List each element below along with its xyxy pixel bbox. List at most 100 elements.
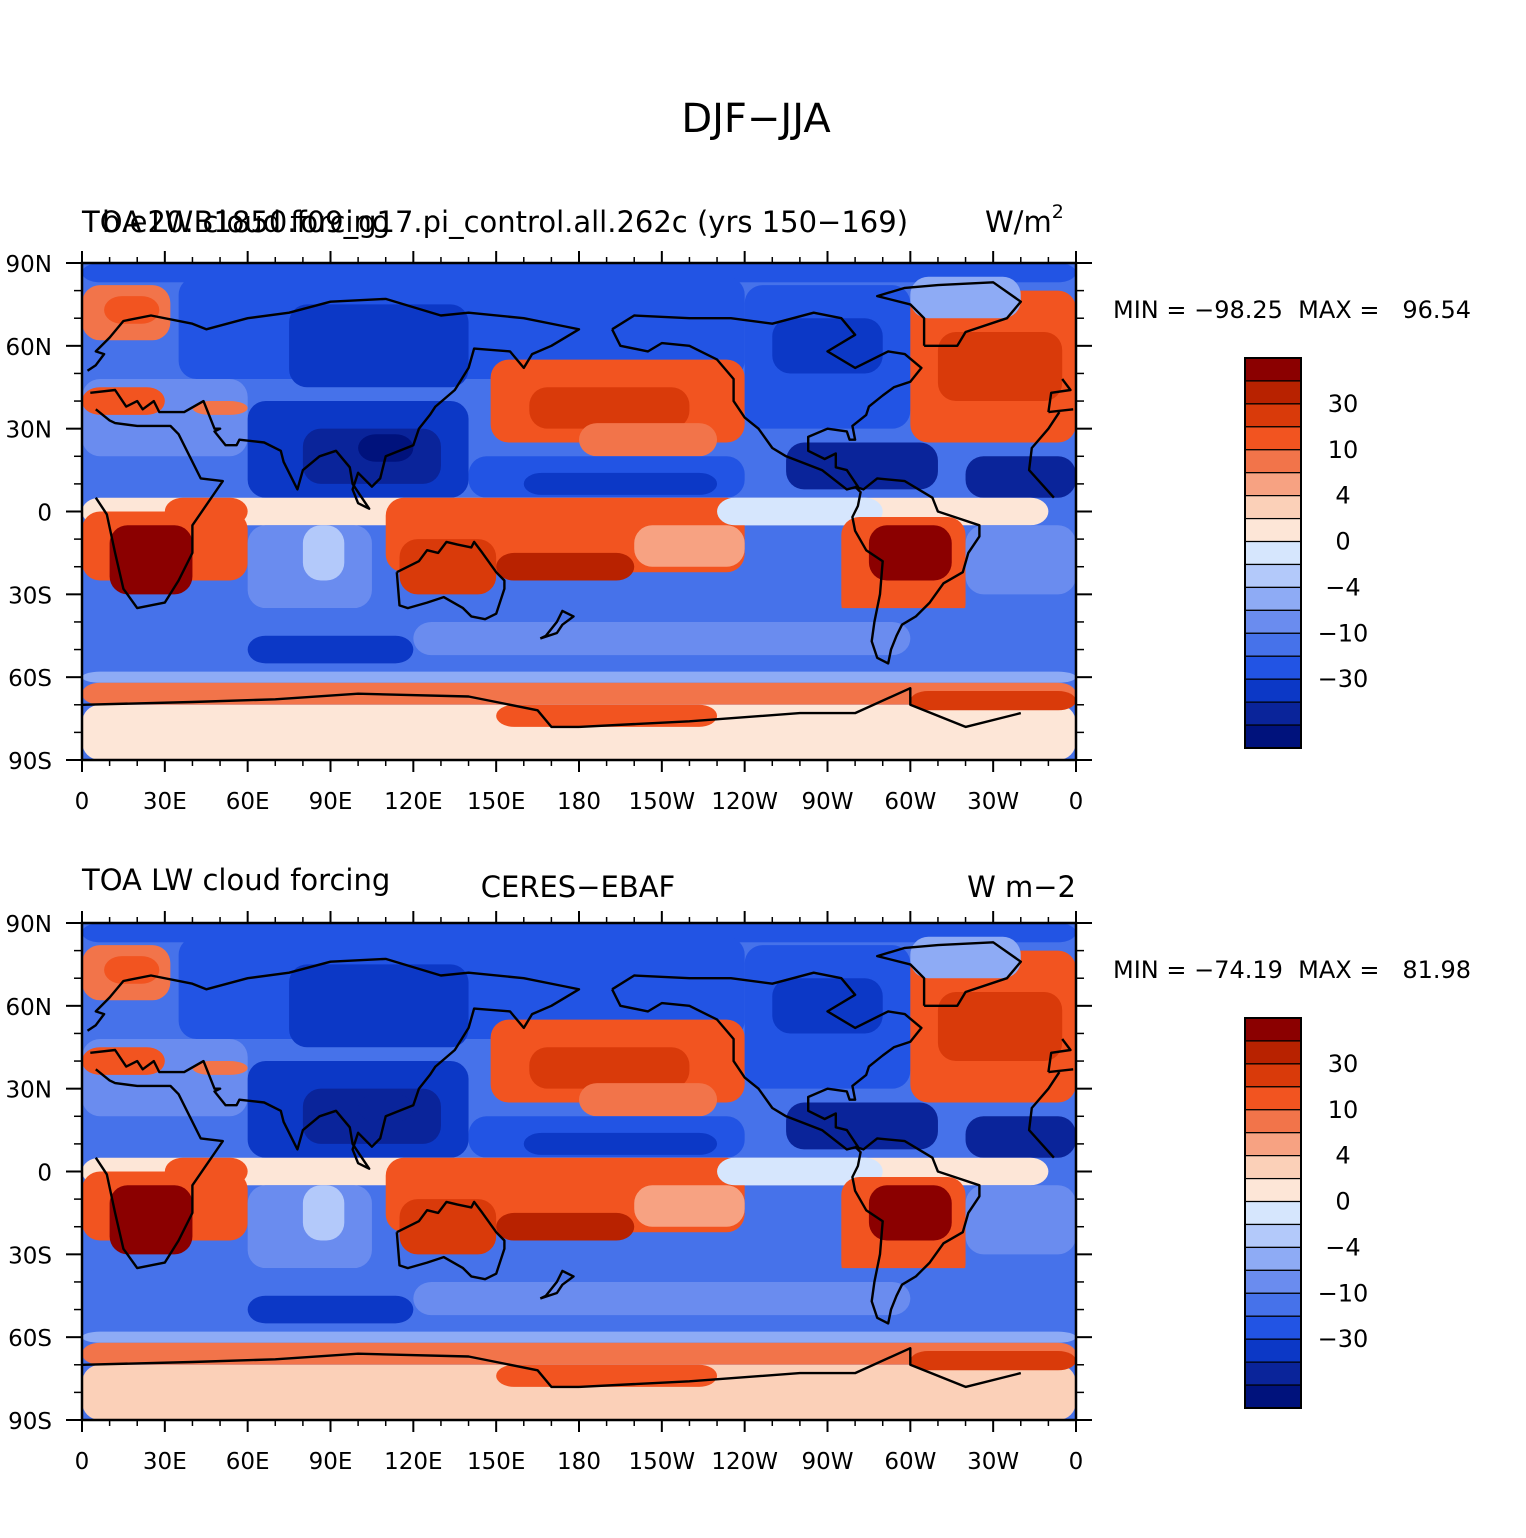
panel-model-stats: MIN = −98.25 MAX = 96.54: [1113, 296, 1471, 324]
x-tick-label: 120W: [711, 1449, 778, 1475]
colorbar-label: 30: [1328, 1050, 1359, 1078]
field-patch: [523, 472, 718, 495]
field-patch: [868, 525, 952, 581]
x-tick-label: 120E: [384, 1449, 442, 1475]
panel-obs-map: [82, 923, 1076, 1420]
panel-model-colorbar: 30 10 4 0 −4 −10 −30: [1244, 357, 1369, 749]
field-patch: [399, 539, 497, 595]
field-patch: [82, 1364, 1076, 1420]
panel-model-title-left: TOA LW cloud forcing: [81, 205, 390, 239]
x-tick-label: 150E: [467, 1449, 525, 1475]
field-patch: [192, 1061, 248, 1075]
coastline: [86, 957, 1074, 1170]
panel-obs-title-left: TOA LW cloud forcing: [81, 863, 390, 897]
x-tick-label: 120W: [711, 789, 778, 815]
field-patch: [868, 1185, 952, 1241]
x-tick-label: 150W: [629, 1449, 696, 1475]
x-tick-label: 90W: [801, 1449, 853, 1475]
field-patch: [634, 525, 745, 567]
colorbar-swatch: [1244, 426, 1302, 451]
field-patch: [82, 1331, 1076, 1343]
colorbar-label: −4: [1325, 1233, 1360, 1261]
field-patch: [302, 525, 345, 581]
y-tick-label: 90S: [8, 749, 52, 775]
coastline: [94, 408, 1061, 610]
colorbar-swatch: [1244, 678, 1302, 703]
field-patch: [413, 621, 911, 656]
coastline: [82, 687, 1022, 729]
x-tick-label: 90E: [309, 1449, 353, 1475]
colorbar-swatch: [1244, 1017, 1302, 1042]
x-tick-label: 0: [75, 1449, 90, 1475]
colorbar-swatch: [1244, 1246, 1302, 1271]
colorbar-swatch: [1244, 449, 1302, 474]
panel-model-units-text: W/m: [985, 205, 1052, 239]
colorbar-swatch: [1244, 701, 1302, 726]
panel-obs-title-center: CERES−EBAF: [481, 870, 676, 904]
colorbar-swatch: [1244, 724, 1302, 749]
y-tick-label: 90N: [6, 252, 52, 278]
field-patch: [772, 318, 883, 374]
x-tick-label: 30W: [967, 789, 1019, 815]
field-patch: [579, 1083, 718, 1117]
panel-model-units-sup: 2: [1052, 201, 1064, 223]
field-patch: [717, 497, 883, 526]
y-tick-label: 30S: [8, 1243, 52, 1269]
field-patch: [302, 1185, 345, 1241]
field-patch: [965, 1116, 1076, 1158]
x-tick-label: 0: [1069, 789, 1084, 815]
field-patch: [937, 332, 1063, 402]
colorbar-label: 4: [1335, 1142, 1350, 1170]
field-patch: [965, 525, 1076, 595]
field-patch: [965, 456, 1076, 498]
x-tick-label: 180: [557, 789, 601, 815]
colorbar-label: −10: [1318, 619, 1369, 647]
x-tick-label: 180: [557, 1449, 601, 1475]
field-patch: [529, 387, 690, 429]
colorbar-label: 10: [1328, 436, 1359, 464]
y-tick-label: 60N: [6, 335, 52, 361]
colorbar-swatch: [1244, 1315, 1302, 1340]
colorbar-label: −10: [1318, 1279, 1369, 1307]
coastline: [94, 1068, 1061, 1270]
field-patch: [192, 401, 248, 415]
colorbar-swatch: [1244, 1223, 1302, 1249]
colorbar-label: −30: [1318, 665, 1369, 693]
field-patch: [772, 978, 883, 1034]
field-patch: [717, 1157, 883, 1186]
colorbar-swatch: [1244, 472, 1302, 497]
colorbar-frame: [1244, 357, 1302, 749]
y-tick-label: 30N: [6, 1078, 52, 1104]
field-patch: [496, 1364, 718, 1387]
colorbar-swatch: [1244, 495, 1302, 520]
field-patch: [82, 671, 1076, 683]
field-patch: [82, 682, 1076, 705]
field-patch: [164, 497, 248, 526]
colorbar-swatch: [1244, 1155, 1302, 1180]
panel-obs-units: W m−2: [967, 870, 1076, 904]
field-patch: [247, 635, 414, 664]
x-tick-label: 30W: [967, 1449, 1019, 1475]
panel-model: TOA LW cloud forcing b.e20.B1850.f09_g17…: [6, 201, 1472, 815]
field-patch: [82, 1342, 1076, 1365]
x-tick-label: 60E: [226, 1449, 270, 1475]
colorbar-swatch: [1244, 517, 1302, 543]
field-patch: [634, 1185, 745, 1227]
field-patch: [910, 1350, 1076, 1371]
field-patch: [910, 936, 1021, 979]
field-patch: [164, 1157, 248, 1186]
field-patch: [358, 434, 414, 462]
colorbar-swatch: [1244, 540, 1302, 566]
x-tick-label: 90E: [309, 789, 353, 815]
x-tick-label: 0: [1069, 1449, 1084, 1475]
colorbar-swatch: [1244, 655, 1302, 680]
y-tick-label: 30N: [6, 418, 52, 444]
y-tick-label: 60S: [8, 666, 52, 692]
field-patch: [109, 525, 193, 595]
colorbar-swatch: [1244, 1361, 1302, 1386]
field-patch: [965, 1185, 1076, 1255]
colorbar-swatch: [1244, 1063, 1302, 1088]
coastline: [395, 540, 506, 621]
coastline: [539, 609, 575, 640]
